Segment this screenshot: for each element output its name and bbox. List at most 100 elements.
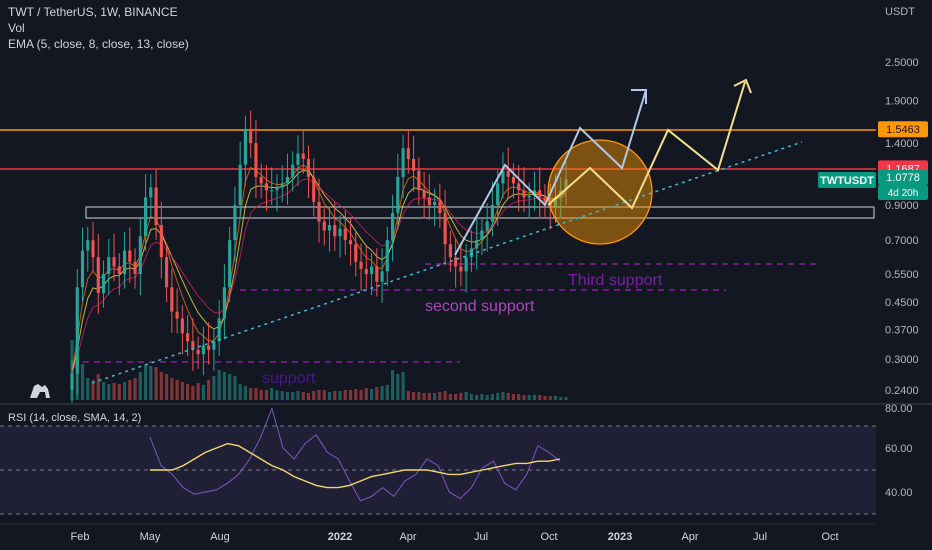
rsi-axis[interactable]: 80.00 60.00 40.00 [885, 403, 913, 499]
volume-bar [522, 395, 526, 400]
candle-body [249, 128, 253, 144]
volume-bar [133, 378, 137, 400]
candle-body [285, 176, 290, 184]
volume-bar [548, 396, 552, 400]
candle-body [75, 287, 79, 374]
candle-body [422, 190, 426, 198]
volume-bar [364, 388, 368, 400]
candle-body [238, 164, 242, 205]
candle-body [312, 176, 316, 202]
rsi-axis-tick-label: 80.00 [885, 403, 913, 415]
candle-body [359, 261, 363, 269]
time-axis-tick-label: Aug [210, 531, 230, 543]
price-axis-tick-label: 1.9000 [885, 95, 919, 107]
candle-body [154, 187, 158, 226]
candle-body [259, 176, 263, 184]
ema-indicator-label[interactable]: EMA (5, close, 8, close, 13, close) [8, 37, 189, 51]
volume-bar [117, 384, 121, 400]
volume-bar [333, 391, 337, 400]
volume-bar [149, 366, 153, 400]
volume-indicator-label[interactable]: Vol [8, 21, 25, 35]
first-support-label[interactable]: support [262, 370, 316, 387]
time-axis[interactable]: Feb May Aug 2022 Apr Jul Oct 2023 Apr Jul Oct [71, 531, 839, 543]
volume-bar [80, 364, 85, 400]
time-axis-tick-label: Jul [753, 531, 767, 543]
support-zone-rectangle[interactable] [85, 206, 875, 219]
candle-body [433, 201, 437, 205]
candle-body [496, 183, 500, 205]
volume-bar [285, 392, 290, 400]
volume-bar [159, 372, 163, 400]
candle-body [538, 190, 542, 198]
third-support-label[interactable]: Third support [568, 272, 663, 289]
volume-bar [217, 370, 221, 400]
volume-bar [459, 393, 463, 400]
volume-bar [196, 383, 200, 400]
candle-body [375, 266, 379, 282]
price-axis-tick-label: 0.4500 [885, 297, 919, 309]
volume-bar [222, 372, 226, 400]
candle-body [165, 257, 169, 288]
volume-bar [96, 374, 100, 400]
candle-body [459, 266, 463, 272]
time-axis-tick-label: Apr [399, 531, 416, 543]
price-tag-label: 4d 20h [888, 188, 919, 199]
rsi-sma-line [150, 442, 561, 489]
tradingview-logo-icon [30, 384, 50, 398]
candle-body [91, 240, 95, 258]
second-support-label[interactable]: second support [425, 298, 535, 315]
blue-projection-path[interactable] [454, 89, 647, 256]
volume-bar [322, 390, 326, 400]
volume-bar [191, 386, 195, 400]
volume-bar [259, 390, 263, 400]
volume-bar [112, 383, 116, 400]
price-axis-tick-label: 0.3000 [885, 354, 919, 366]
volume-bar [143, 365, 148, 400]
price-tag-label: 1.0778 [886, 172, 920, 184]
candle-body [143, 197, 148, 237]
price-axis-tick-label: 1.4000 [885, 138, 919, 150]
volume-bar [485, 395, 489, 400]
volume-bar [306, 393, 311, 400]
candle-body [438, 201, 442, 213]
candle-body [186, 333, 190, 342]
candle-body [380, 271, 384, 282]
blue-projection-arrowhead [631, 89, 647, 104]
candle-body [70, 373, 74, 390]
candle-body [301, 153, 305, 160]
candle-body [417, 170, 421, 191]
candle-body [275, 187, 279, 191]
volume-bar [243, 386, 248, 400]
volume-bar [338, 391, 342, 400]
candle-body [485, 221, 489, 231]
price-tag-label: 1.5463 [886, 124, 920, 136]
volume-bar [348, 390, 353, 400]
candle-body [201, 345, 205, 355]
target-circle[interactable] [547, 139, 653, 245]
volume-bar [354, 389, 358, 400]
candle-body [228, 240, 232, 288]
candle-body [406, 148, 410, 160]
volume-bar [317, 390, 321, 400]
volume-bar [107, 384, 111, 400]
candle-body [291, 164, 295, 177]
chart-title: TWT / TetherUS, 1W, BINANCE [8, 5, 178, 19]
price-axis[interactable]: 2.50001.90001.40001.10000.90000.70000.55… [885, 57, 919, 397]
volume-bar [165, 374, 169, 400]
volume-bar [207, 380, 211, 400]
candle-body [553, 197, 558, 209]
candle-body [522, 190, 526, 198]
candle-body [390, 212, 395, 241]
rsi-axis-tick-label: 60.00 [885, 443, 913, 455]
volume-bar [233, 376, 237, 400]
yellow-projection-path[interactable] [547, 81, 746, 210]
rsi-indicator-label[interactable]: RSI (14, close, SMA, 14, 2) [8, 412, 141, 424]
candle-body [191, 341, 195, 350]
candle-body [464, 257, 468, 272]
volume-bar [254, 388, 258, 400]
volume-bar [506, 393, 510, 400]
candle-body [480, 230, 484, 241]
rising-trendline[interactable] [91, 141, 803, 384]
